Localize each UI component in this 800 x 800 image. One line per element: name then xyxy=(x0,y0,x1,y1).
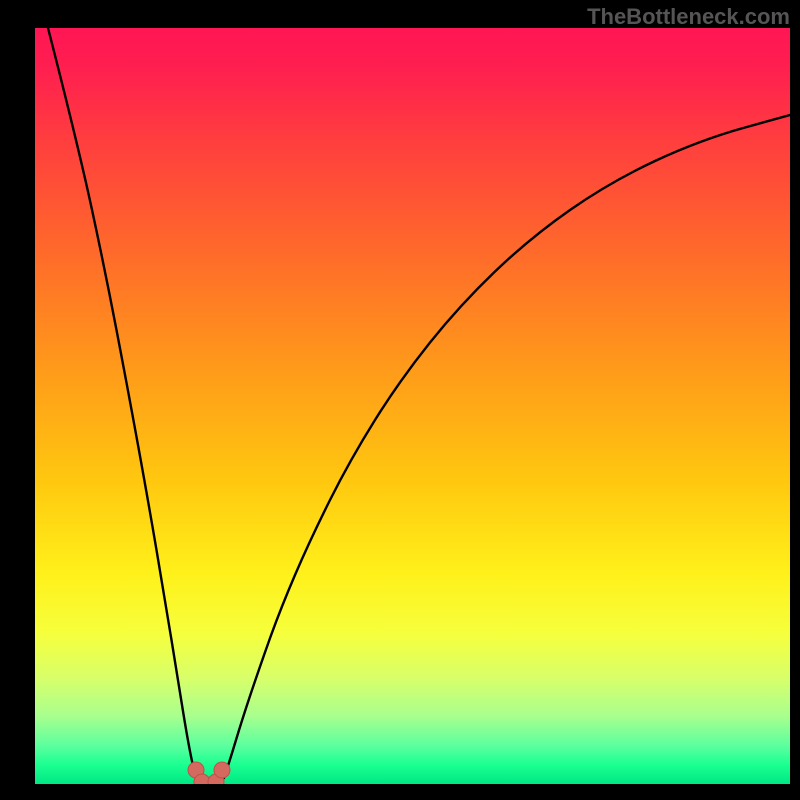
bottleneck-chart xyxy=(0,0,800,800)
chart-plot-area xyxy=(35,28,790,784)
chart-container: TheBottleneck.com xyxy=(0,0,800,800)
watermark-text: TheBottleneck.com xyxy=(587,4,790,30)
